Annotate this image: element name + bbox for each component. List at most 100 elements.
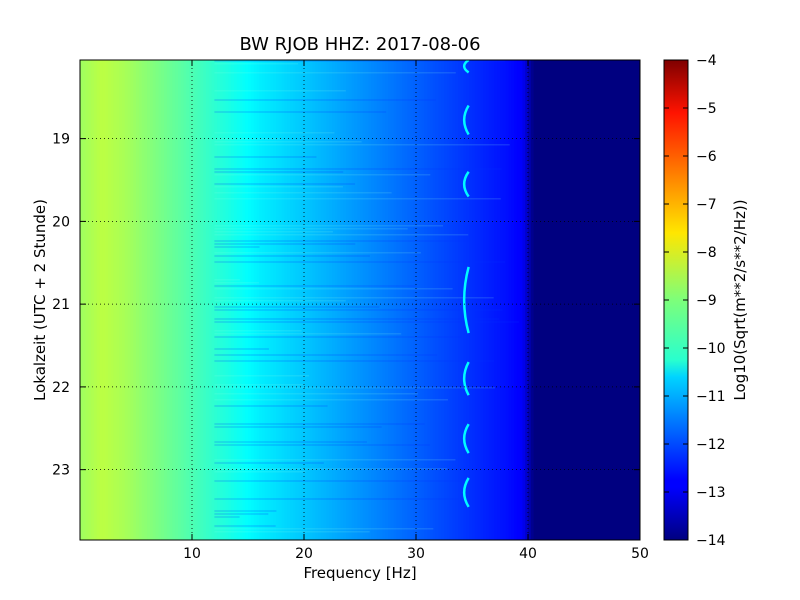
spectrogram-column [407, 60, 411, 540]
spectrogram-column [486, 60, 490, 540]
spectrogram-column [382, 60, 386, 540]
spectrogram-column [259, 60, 263, 540]
row-band [214, 228, 408, 230]
spectrogram-column [337, 60, 341, 540]
row-band [214, 90, 346, 92]
row-band [214, 174, 431, 176]
spectrogram-column [217, 60, 221, 540]
spectrogram-column [505, 60, 509, 540]
spectrogram-column [161, 60, 165, 540]
row-band [214, 297, 494, 299]
spectrogram-column [178, 60, 182, 540]
spectrogram-column [141, 60, 145, 540]
spectrogram-column [88, 60, 92, 540]
spectrogram-column [231, 60, 235, 540]
row-band [214, 516, 240, 518]
row-band [214, 426, 382, 428]
spectrogram-column [320, 60, 325, 540]
spectrogram-column [536, 60, 540, 540]
spectrogram-column [351, 60, 355, 540]
spectrogram-column [416, 60, 420, 540]
spectrogram-column [222, 60, 227, 540]
colorbar-tick-label: −4 [696, 53, 717, 69]
row-band [214, 480, 462, 482]
row-band [214, 168, 502, 170]
spectrogram-column [180, 60, 185, 540]
spectrogram-column [374, 60, 378, 540]
row-band [214, 183, 355, 185]
spectrogram-column [581, 60, 585, 540]
spectrogram-column [82, 60, 87, 540]
colorbar-tick-label: −8 [696, 245, 717, 261]
spectrogram-column [309, 60, 313, 540]
row-band [214, 444, 430, 446]
row-band [214, 333, 402, 335]
spectrogram-column [239, 60, 243, 540]
chart-title: BW RJOB HHZ: 2017-08-06 [239, 34, 480, 55]
spectrogram-column [396, 60, 400, 540]
row-band [214, 282, 259, 284]
spectrogram-column [623, 60, 627, 540]
spectrogram-column [410, 60, 414, 540]
spectrogram-column [200, 60, 204, 540]
spectrogram-column [360, 60, 364, 540]
spectrogram-column [340, 60, 344, 540]
spectrogram-column [550, 60, 554, 540]
y-axis-label: Lokalzeit (UTC + 2 Stunde) [31, 199, 49, 401]
spectrogram-column [85, 60, 89, 540]
spectrogram-column [334, 60, 339, 540]
row-band [214, 441, 367, 443]
spectrogram-column [270, 60, 274, 540]
colorbar-tick-label: −13 [696, 485, 726, 501]
spectrogram-column [558, 60, 563, 540]
spectrogram-column [108, 60, 112, 540]
tonal-line-segment [462, 60, 470, 74]
spectrogram-column [617, 60, 621, 540]
spectrogram-column [584, 60, 588, 540]
spectrogram-column [432, 60, 437, 540]
spectrogram-column [253, 60, 257, 540]
spectrogram-column [620, 60, 624, 540]
spectrogram-column [152, 60, 157, 540]
spectrogram-column [312, 60, 316, 540]
spectrogram-column [332, 60, 336, 540]
spectrogram-column [248, 60, 252, 540]
row-band [214, 300, 346, 302]
spectrogram-column [186, 60, 190, 540]
spectrogram-column [166, 60, 171, 540]
spectrogram-column [474, 60, 479, 540]
row-band [214, 318, 499, 320]
colorbar-tick-label: −10 [696, 341, 726, 357]
spectrogram-column [460, 60, 465, 540]
spectrogram-column [533, 60, 537, 540]
tonal-line-segment [462, 361, 470, 396]
spectrogram-column [147, 60, 151, 540]
spectrogram-column [609, 60, 613, 540]
row-band [214, 99, 436, 101]
spectrogram-column [130, 60, 134, 540]
x-tick-label: 20 [295, 546, 313, 562]
spectrogram-column [570, 60, 574, 540]
spectrogram-column [542, 60, 546, 540]
spectrogram-column [214, 60, 218, 540]
row-band [214, 279, 240, 281]
spectrogram-column [197, 60, 201, 540]
spectrogram-column [589, 60, 593, 540]
spectrogram-column [514, 60, 518, 540]
spectrogram-column [600, 60, 605, 540]
spectrogram-column [491, 60, 495, 540]
spectrogram-column [189, 60, 193, 540]
row-band [214, 459, 456, 461]
spectrogram-column [626, 60, 630, 540]
spectrogram-column [480, 60, 484, 540]
spectrogram-column [234, 60, 238, 540]
spectrogram-column [421, 60, 425, 540]
spectrogram-column [80, 60, 84, 540]
spectrogram-column [553, 60, 557, 540]
colorbar-tick-label: −11 [696, 389, 726, 405]
spectrogram-column [256, 60, 260, 540]
row-band [214, 336, 461, 338]
row-band [214, 141, 362, 143]
spectrogram-column [242, 60, 246, 540]
spectrogram-column [528, 60, 532, 540]
